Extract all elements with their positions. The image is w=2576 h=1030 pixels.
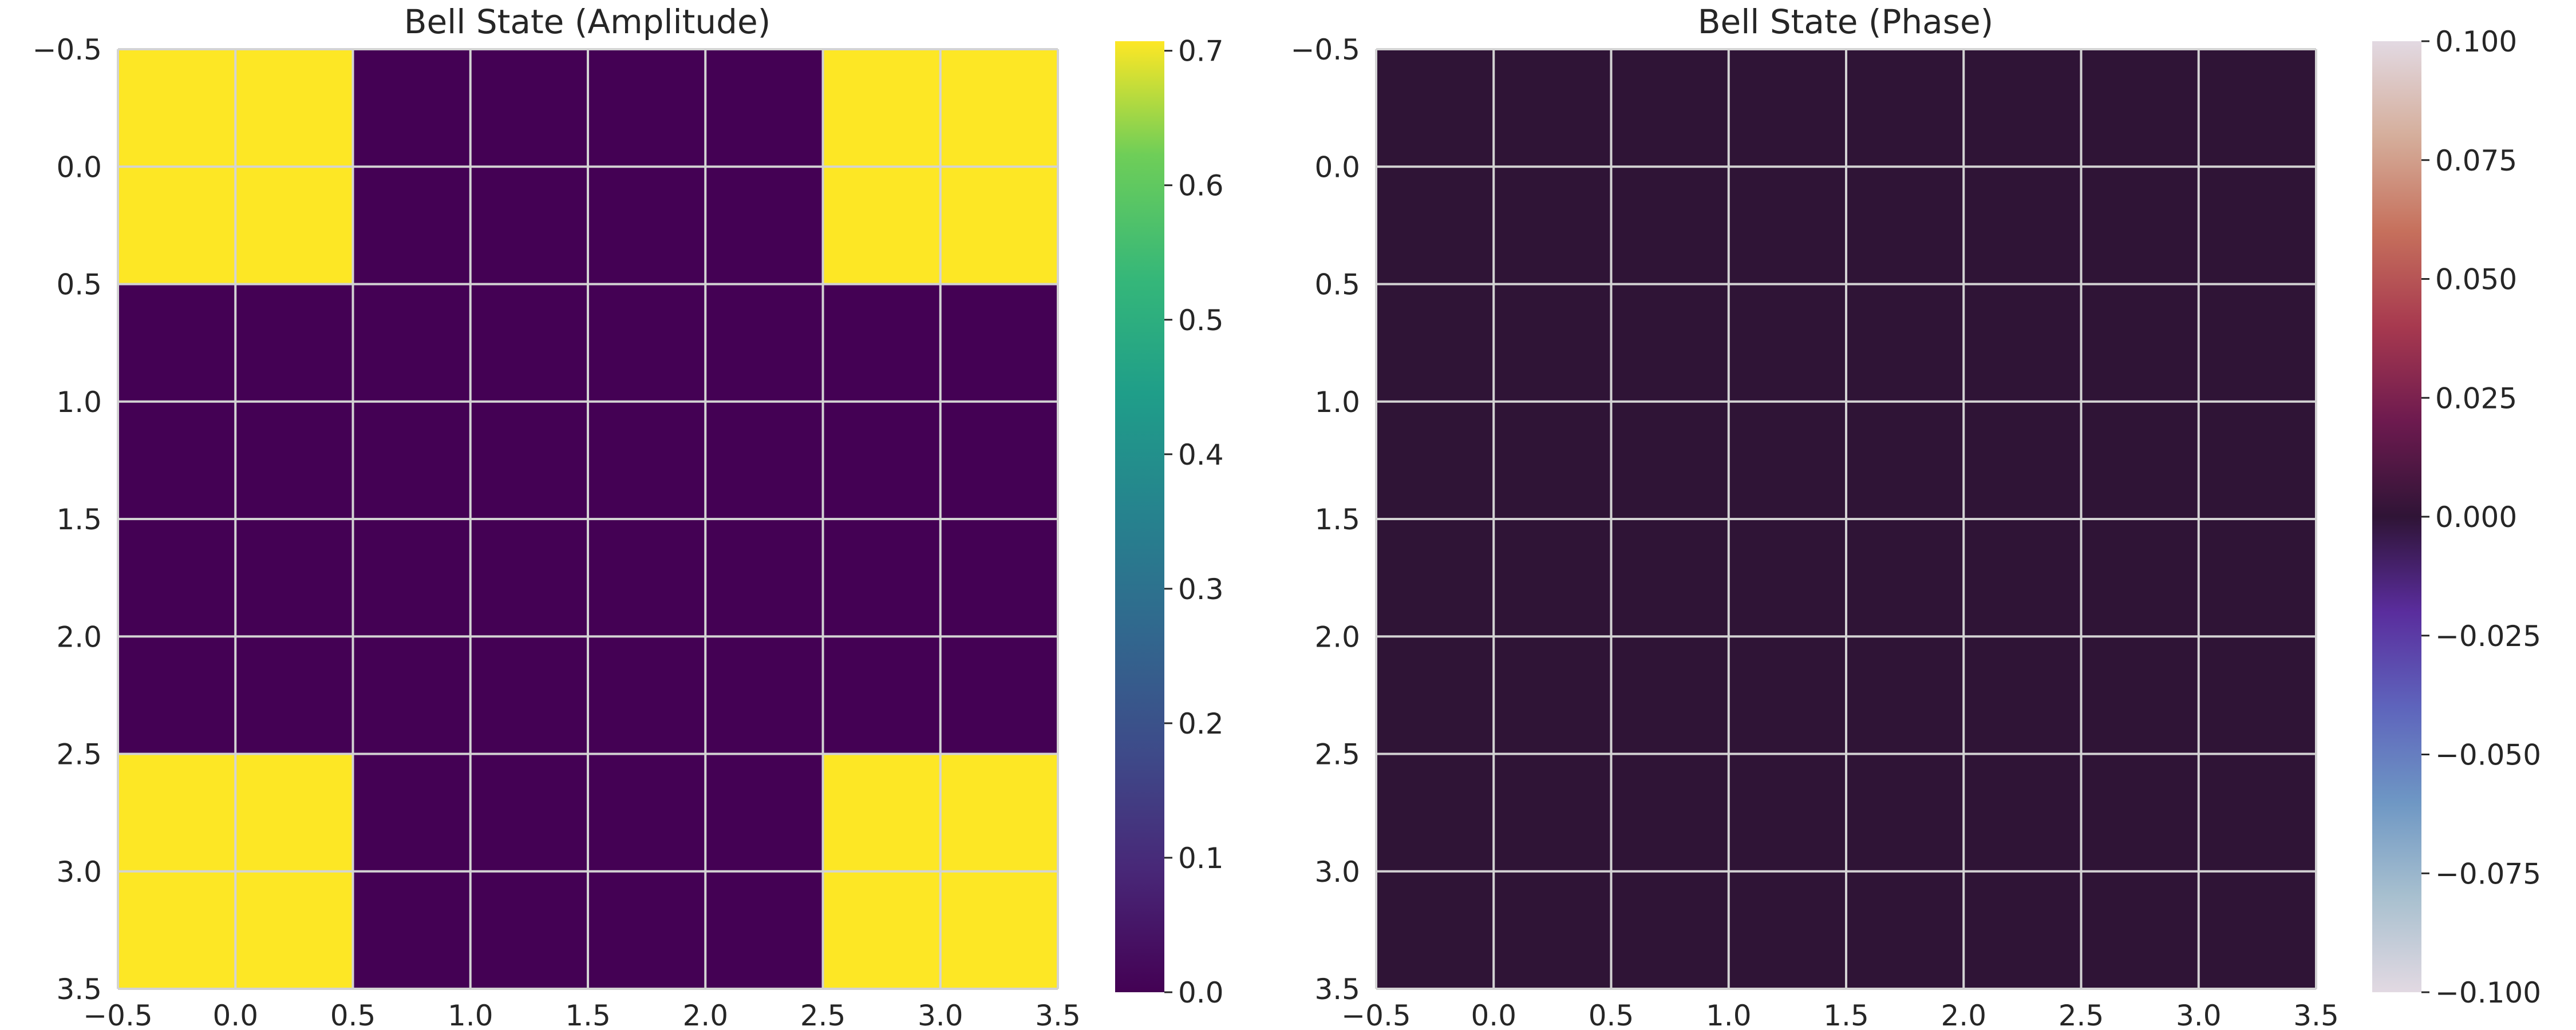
amplitude-x-tick-label: 0.0 [212, 999, 258, 1030]
phase-colorbar-tick-label: −0.075 [2435, 857, 2541, 890]
amplitude-x-tick-label: 1.5 [565, 999, 611, 1030]
phase-panel: Bell State (Phase) −0.5 0.0 0.5 1.0 1.5 2.0 2.… [1291, 2, 2541, 1030]
phase-y-tick-label: 0.5 [1314, 268, 1360, 302]
phase-y-tick-label: 3.5 [1314, 973, 1360, 1006]
phase-x-tick-label: 0.0 [1471, 999, 1516, 1030]
phase-colorbar-tick-label: 0.000 [2435, 501, 2517, 534]
phase-x-ticks: −0.5 0.0 0.5 1.0 1.5 2.0 2.5 3.0 3.5 [1341, 999, 2338, 1030]
phase-x-tick-label: −0.5 [1341, 999, 1411, 1030]
phase-colorbar-tick-label: 0.050 [2435, 263, 2517, 296]
phase-y-tick-label: 2.0 [1314, 620, 1360, 653]
amplitude-colorbar-tick-label: 0.3 [1178, 573, 1224, 606]
phase-colorbar-tick-label: −0.050 [2435, 739, 2541, 772]
phase-colorbar-tick-label: 0.100 [2435, 25, 2517, 58]
phase-y-tick-label: 1.5 [1314, 503, 1360, 536]
amplitude-x-tick-label: 3.0 [918, 999, 963, 1030]
amplitude-colorbar-tick-label: 0.2 [1178, 707, 1224, 740]
amplitude-x-tick-label: 3.5 [1035, 999, 1081, 1030]
amplitude-y-tick-label: 2.0 [56, 620, 102, 653]
amplitude-gridlines [117, 48, 1059, 990]
amplitude-x-tick-label: 0.5 [330, 999, 376, 1030]
amplitude-x-ticks: −0.5 0.0 0.5 1.0 1.5 2.0 2.5 3.0 3.5 [83, 999, 1080, 1030]
amplitude-y-tick-label: 2.5 [56, 738, 102, 771]
phase-y-ticks: −0.5 0.0 0.5 1.0 1.5 2.0 2.5 3.0 3.5 [1291, 33, 1360, 1006]
amplitude-y-tick-label: 3.5 [56, 973, 102, 1006]
phase-x-tick-label: 3.0 [2176, 999, 2222, 1030]
amplitude-y-tick-label: 1.0 [56, 386, 102, 419]
amplitude-x-tick-label: 2.0 [682, 999, 728, 1030]
amplitude-colorbar-tick-label: 0.1 [1178, 842, 1224, 875]
amplitude-colorbar-ticks: 0.0 0.1 0.2 0.3 0.4 0.5 0.6 0.7 [1164, 35, 1224, 1009]
amplitude-title: Bell State (Amplitude) [404, 2, 771, 41]
phase-title: Bell State (Phase) [1698, 2, 1994, 41]
amplitude-y-tick-label: 0.0 [56, 150, 102, 184]
phase-colorbar-tick-label: 0.075 [2435, 144, 2517, 177]
phase-gridlines [1375, 48, 2317, 990]
phase-colorbar-tick-label: 0.025 [2435, 382, 2517, 415]
amplitude-x-tick-label: −0.5 [83, 999, 152, 1030]
phase-x-tick-label: 2.5 [2059, 999, 2104, 1030]
amplitude-colorbar-tick-label: 0.6 [1178, 169, 1224, 203]
phase-x-tick-label: 1.0 [1706, 999, 1752, 1030]
phase-y-tick-label: 3.0 [1314, 855, 1360, 889]
phase-colorbar-ticks: −0.100 −0.075 −0.050 −0.025 0.000 0.025 0.050 0… [2421, 25, 2541, 1009]
phase-y-tick-label: 1.0 [1314, 386, 1360, 419]
amplitude-colorbar-tick-label: 0.0 [1178, 976, 1224, 1009]
amplitude-colorbar: 0.0 0.1 0.2 0.3 0.4 0.5 0.6 0.7 [1115, 35, 1224, 1009]
phase-x-tick-label: 2.0 [1941, 999, 1986, 1030]
amplitude-colorbar-gradient [1115, 41, 1164, 992]
amplitude-y-ticks: −0.5 0.0 0.5 1.0 1.5 2.0 2.5 3.0 3.5 [33, 33, 102, 1006]
amplitude-x-tick-label: 2.5 [800, 999, 846, 1030]
amplitude-colorbar-tick-label: 0.7 [1178, 35, 1224, 68]
phase-y-tick-label: −0.5 [1291, 33, 1360, 66]
phase-colorbar: −0.100 −0.075 −0.050 −0.025 0.000 0.025 0.050 0… [2372, 25, 2541, 1009]
amplitude-y-tick-label: 1.5 [56, 503, 102, 536]
amplitude-colorbar-tick-label: 0.5 [1178, 304, 1224, 337]
phase-colorbar-tick-label: −0.100 [2435, 976, 2541, 1009]
amplitude-colorbar-tick-label: 0.4 [1178, 438, 1224, 472]
amplitude-panel: Bell State (Amplitude) −0.5 0.0 0.5 1.0 1.5 2… [33, 2, 1224, 1030]
phase-colorbar-gradient [2372, 41, 2421, 992]
phase-x-tick-label: 1.5 [1823, 999, 1869, 1030]
amplitude-y-tick-label: −0.5 [33, 33, 102, 66]
amplitude-x-tick-label: 1.0 [448, 999, 493, 1030]
amplitude-y-tick-label: 0.5 [56, 268, 102, 302]
phase-colorbar-tick-label: −0.025 [2435, 620, 2541, 653]
phase-x-tick-label: 3.5 [2293, 999, 2339, 1030]
phase-x-tick-label: 0.5 [1589, 999, 1634, 1030]
phase-y-tick-label: 2.5 [1314, 738, 1360, 771]
amplitude-y-tick-label: 3.0 [56, 855, 102, 889]
phase-y-tick-label: 0.0 [1314, 150, 1360, 184]
